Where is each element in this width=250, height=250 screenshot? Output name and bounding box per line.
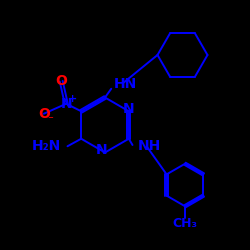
Text: H₂N: H₂N (32, 139, 61, 153)
Text: O: O (55, 74, 67, 88)
Text: N: N (123, 102, 134, 116)
Text: HN: HN (114, 77, 137, 91)
Text: NH: NH (138, 139, 161, 153)
Text: O: O (38, 107, 50, 121)
Text: N: N (60, 97, 72, 111)
Text: N: N (96, 143, 107, 157)
Text: +: + (68, 94, 77, 104)
Text: ⁻: ⁻ (47, 115, 53, 125)
Text: CH₃: CH₃ (172, 217, 198, 230)
